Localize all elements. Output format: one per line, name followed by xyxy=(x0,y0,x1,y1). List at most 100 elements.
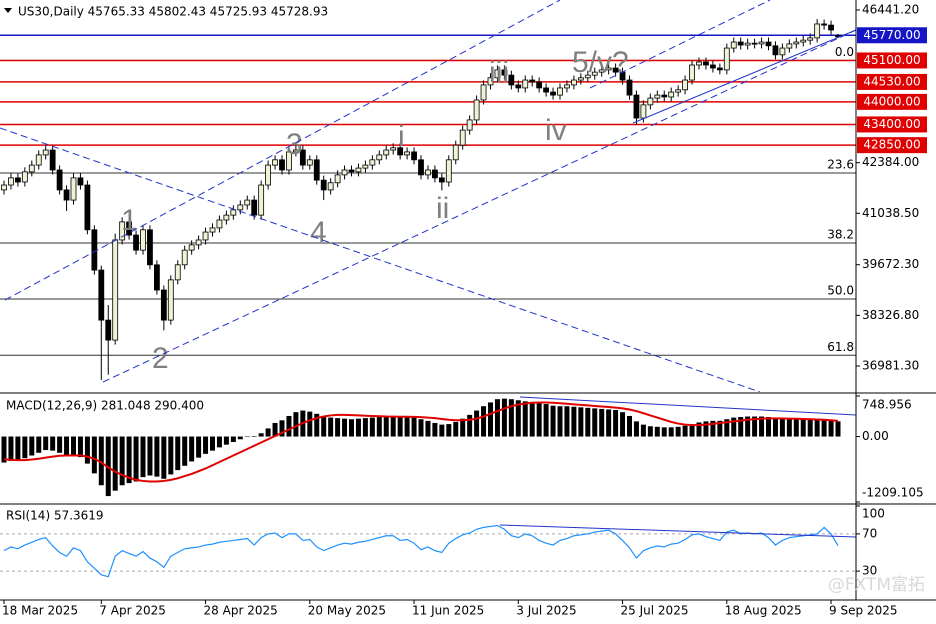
level-label: 42850.00 xyxy=(863,138,920,152)
macd-bar xyxy=(536,402,542,437)
macd-bar xyxy=(383,416,389,437)
macd-bar xyxy=(328,417,334,437)
wave-label: 2 xyxy=(152,342,169,375)
macd-bar xyxy=(279,420,285,437)
candle-body xyxy=(710,64,716,69)
candle-body xyxy=(612,67,619,73)
macd-bar xyxy=(786,418,792,437)
macd-bar xyxy=(376,417,382,437)
macd-bar xyxy=(585,407,591,437)
candle-body xyxy=(313,159,320,181)
macd-bar xyxy=(50,436,56,451)
macd-bar xyxy=(57,436,63,453)
macd-bar xyxy=(696,422,702,437)
candle-body xyxy=(160,289,167,321)
macd-bar xyxy=(689,424,695,437)
menu-icon[interactable] xyxy=(4,8,12,13)
wave-label: 1 xyxy=(121,204,138,237)
candle-body xyxy=(251,199,258,216)
x-tick-label: 18 Aug 2025 xyxy=(725,604,802,618)
macd-bar xyxy=(724,419,730,437)
macd-bar xyxy=(432,423,438,437)
macd-bar xyxy=(182,436,188,466)
macd-bar xyxy=(731,417,737,437)
candle-body xyxy=(418,159,424,176)
candle-body xyxy=(327,182,334,191)
candle-body xyxy=(668,91,675,98)
candle-body xyxy=(56,169,63,191)
macd-bar xyxy=(550,405,556,437)
candle-body xyxy=(77,177,84,186)
macd-bar xyxy=(154,436,160,477)
candle-body xyxy=(188,244,195,251)
macd-bar xyxy=(244,436,250,438)
macd-bar xyxy=(613,410,619,437)
macd-bar xyxy=(599,408,605,437)
level-tag xyxy=(857,137,927,154)
macd-bar xyxy=(668,427,674,437)
macd-bar xyxy=(8,436,14,461)
rsi-line xyxy=(3,524,839,578)
macd-bar xyxy=(766,417,771,437)
macd-bar xyxy=(620,412,626,437)
candle-body xyxy=(272,159,278,166)
candle-body xyxy=(202,231,209,241)
watermark: @FXTM富拓 xyxy=(828,575,925,595)
candle-body xyxy=(640,104,647,119)
level-tag xyxy=(857,52,927,69)
candle-body xyxy=(779,47,786,56)
candle-body xyxy=(800,39,807,43)
candle-body xyxy=(431,169,438,179)
macd-bar xyxy=(439,424,445,437)
x-tick-label: 18 Mar 2025 xyxy=(2,604,78,618)
macd-bar xyxy=(682,425,688,437)
macd-bar xyxy=(529,401,535,437)
macd-bar xyxy=(564,406,570,437)
candle-body xyxy=(147,229,153,266)
macd-bar xyxy=(703,421,709,437)
x-tick-label: 3 Jul 2025 xyxy=(516,604,576,618)
candle-body xyxy=(167,279,174,321)
rsi-panel xyxy=(0,524,856,578)
candle-body xyxy=(237,204,244,211)
macd-bar xyxy=(390,416,396,437)
macd-bar xyxy=(84,436,90,464)
candle-body xyxy=(84,184,91,231)
macd-bar xyxy=(321,415,327,437)
macd-bar xyxy=(265,428,271,437)
candle-body xyxy=(244,199,251,206)
candle-body xyxy=(591,71,598,76)
fib-label: 50.0 xyxy=(827,283,854,297)
candle-body xyxy=(14,177,21,183)
macd-bar xyxy=(64,436,70,456)
macd-bar xyxy=(522,401,528,437)
candle-body xyxy=(814,23,821,39)
candle-body xyxy=(529,79,536,83)
macd-bar xyxy=(223,436,229,445)
macd-bar xyxy=(293,412,299,437)
macd-bar xyxy=(397,416,403,437)
macd-bar xyxy=(77,436,83,458)
candle-body xyxy=(716,67,723,71)
macd-bar xyxy=(501,398,507,437)
macd-bar xyxy=(488,402,493,437)
candle-body xyxy=(765,41,772,47)
macd-bar xyxy=(237,436,243,440)
candle-body xyxy=(112,239,119,341)
macd-bar xyxy=(425,420,431,437)
macd-bar xyxy=(508,399,514,437)
macd-bar xyxy=(745,416,751,437)
candle-body xyxy=(63,189,70,201)
macd-bar xyxy=(446,424,452,437)
macd-bar xyxy=(571,406,577,437)
macd-bar xyxy=(189,436,195,462)
candle-body xyxy=(452,144,459,161)
candle-body xyxy=(647,97,654,106)
channel-line xyxy=(102,29,856,383)
candle-body xyxy=(633,94,640,119)
candle-body xyxy=(564,84,570,89)
macd-bar xyxy=(119,436,125,486)
wave-label: iv xyxy=(545,114,567,147)
macd-bar xyxy=(36,436,42,453)
